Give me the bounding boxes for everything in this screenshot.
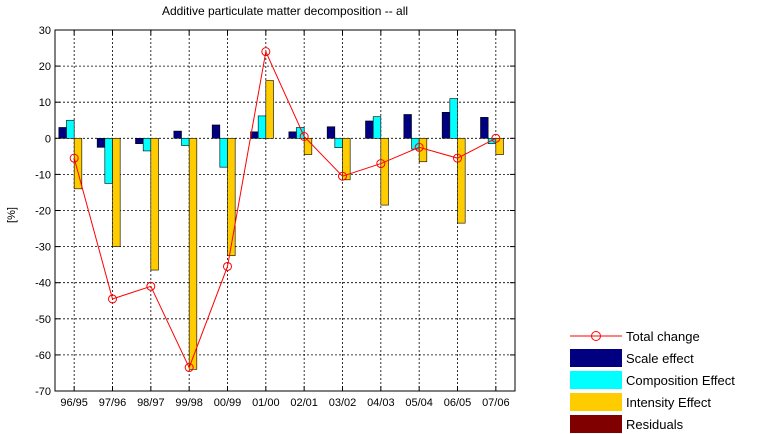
total-change-marker xyxy=(223,261,232,271)
bar-intensity-effect xyxy=(380,138,389,206)
bars-group xyxy=(58,80,504,370)
total-change-marker xyxy=(108,294,117,304)
x-tick-label: 98/97 xyxy=(137,397,165,409)
bar-intensity-effect xyxy=(227,138,236,256)
bar-composition-effect xyxy=(66,119,75,139)
bar-intensity-effect xyxy=(265,80,274,139)
bar-intensity-effect xyxy=(495,138,504,155)
bar-intensity-effect xyxy=(342,138,351,181)
x-tick-label: 00/99 xyxy=(214,397,242,409)
bar-scale-effect xyxy=(211,124,221,139)
x-tick-label: 96/95 xyxy=(60,397,88,409)
y-tick-label: 20 xyxy=(39,61,51,73)
total-change-marker xyxy=(414,142,424,152)
chart-title: Additive particulate matter decompositio… xyxy=(162,4,408,18)
legend-swatch-composition-effect xyxy=(570,371,622,389)
x-tick-label: 03/02 xyxy=(329,397,357,409)
x-tick-label: 02/01 xyxy=(290,397,318,409)
bar-composition-effect xyxy=(334,138,343,148)
bar-scale-effect xyxy=(365,120,374,139)
bar-composition-effect xyxy=(257,115,267,139)
legend-label-total-change: Total change xyxy=(626,329,700,344)
y-tick-label: 10 xyxy=(39,97,51,109)
total-change-line xyxy=(73,49,497,369)
y-tick-label: -40 xyxy=(35,278,51,290)
total-change-marker xyxy=(146,281,156,291)
y-tick-label: -50 xyxy=(35,314,51,326)
bar-composition-effect xyxy=(449,98,458,139)
bar-intensity-effect xyxy=(150,138,159,271)
bar-scale-effect xyxy=(58,127,67,139)
bar-scale-effect xyxy=(96,138,106,148)
legend-swatch-scale-effect xyxy=(570,349,622,367)
total-change-marker xyxy=(184,363,194,373)
y-tick-label: -20 xyxy=(35,206,51,218)
legend-swatch-intensity-effect xyxy=(570,393,622,411)
x-tick-label: 01/00 xyxy=(252,397,280,409)
y-tick-label: -10 xyxy=(35,169,51,181)
x-tick-label: 05/04 xyxy=(405,397,433,409)
axes-group: 30 20 10 0 -10 -20 -30 -40 -50 -60 -70 96/95 97/96 98… xyxy=(35,25,516,409)
x-tick-label: 97/96 xyxy=(99,397,127,409)
total-change-marker xyxy=(338,171,347,181)
bar-intensity-effect xyxy=(457,138,466,224)
y-tick-label: 30 xyxy=(39,25,51,37)
total-change-line-group xyxy=(69,47,501,373)
plot-frame xyxy=(54,29,516,392)
legend-swatch-residuals xyxy=(570,415,622,433)
bar-composition-effect xyxy=(372,116,382,139)
bar-intensity-effect xyxy=(112,138,121,247)
y-axis-label: [%] xyxy=(6,207,18,223)
bar-scale-effect xyxy=(480,117,489,139)
legend-label-composition-effect: Composition Effect xyxy=(626,373,735,388)
bar-intensity-effect xyxy=(188,138,198,370)
y-tick-label: -70 xyxy=(35,386,51,398)
legend-marker-swatch xyxy=(591,331,601,341)
bar-composition-effect xyxy=(104,138,113,184)
total-change-marker xyxy=(261,47,271,57)
y-tick-label: -30 xyxy=(35,242,51,254)
bar-intensity-effect xyxy=(418,138,428,163)
bar-scale-effect xyxy=(326,126,336,139)
bar-scale-effect xyxy=(135,138,144,145)
bar-scale-effect xyxy=(173,130,182,139)
total-change-marker xyxy=(453,153,462,163)
x-tick-label: 04/03 xyxy=(367,397,395,409)
bar-composition-effect xyxy=(142,138,152,152)
x-tick-label: 06/05 xyxy=(444,397,472,409)
bar-composition-effect xyxy=(219,138,228,168)
y-tick-label: -60 xyxy=(35,350,51,362)
legend-label-scale-effect: Scale effect xyxy=(626,351,694,366)
total-change-marker xyxy=(491,133,501,143)
total-change-marker xyxy=(299,131,309,141)
y-tick-label: 0 xyxy=(45,133,51,145)
x-tick-label: 07/06 xyxy=(482,397,510,409)
bar-scale-effect xyxy=(288,131,297,139)
bar-scale-effect xyxy=(441,112,451,139)
total-change-marker xyxy=(69,153,79,163)
legend-label-intensity-effect: Intensity Effect xyxy=(626,395,711,410)
bar-intensity-effect xyxy=(73,138,83,190)
legend: Total change Scale effect Composition Effe… xyxy=(570,329,735,433)
legend-label-residuals: Residuals xyxy=(626,417,684,432)
bar-scale-effect xyxy=(403,114,412,139)
bar-composition-effect xyxy=(181,138,190,146)
total-change-marker xyxy=(376,159,386,169)
x-tick-label: 99/98 xyxy=(175,397,203,409)
